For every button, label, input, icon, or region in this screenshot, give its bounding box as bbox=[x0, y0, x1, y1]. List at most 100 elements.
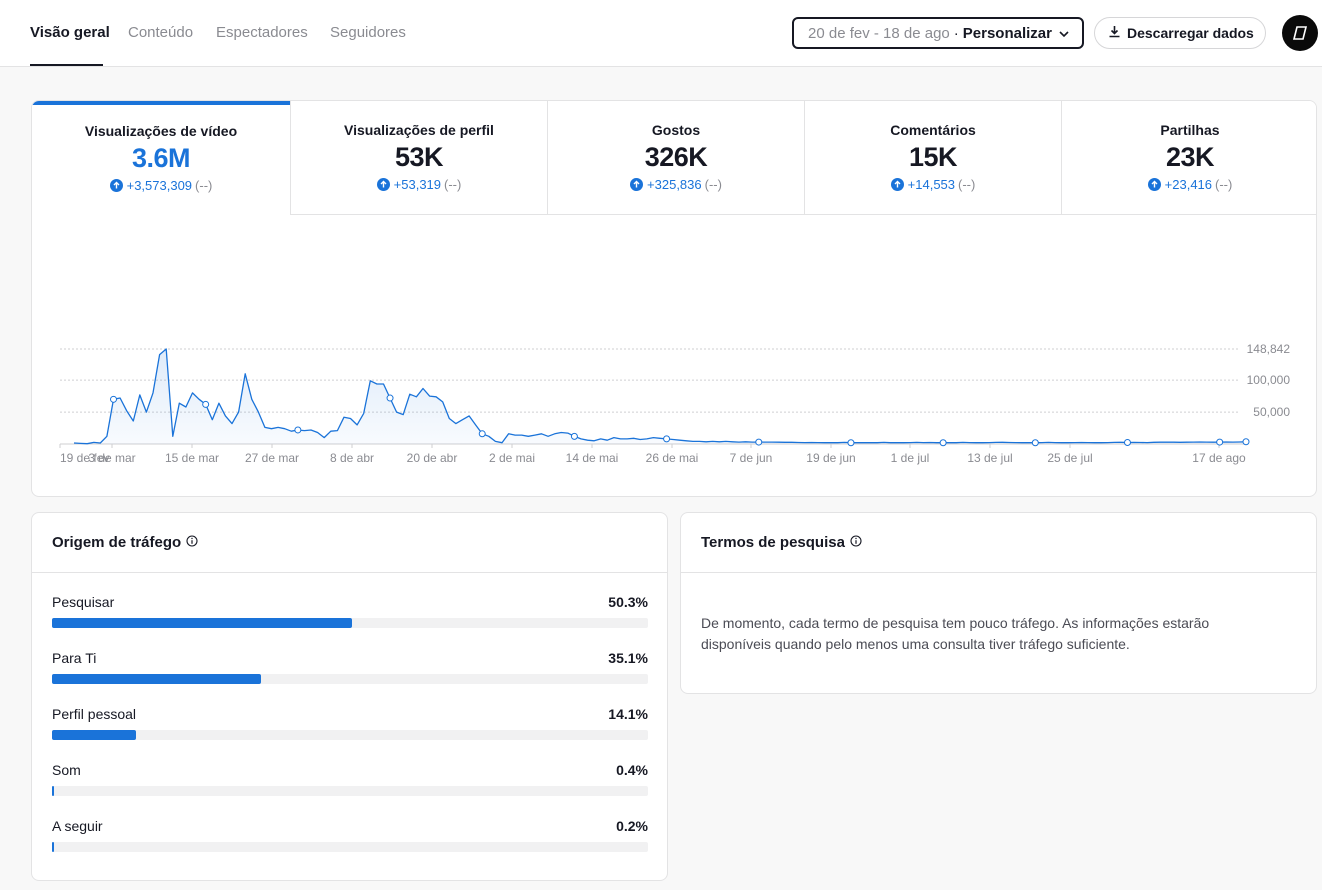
metric-delta-prev: (--) bbox=[704, 177, 722, 192]
top-nav: Visão geral Conteúdo Espectadores Seguid… bbox=[0, 0, 1322, 67]
tab-visao-geral[interactable]: Visão geral bbox=[30, 24, 110, 41]
metric-profile-views[interactable]: Visualizações de perfil 53K +53,319 (--) bbox=[290, 101, 547, 215]
metric-delta-value: +3,573,309 bbox=[126, 178, 193, 193]
metric-label: Gostos bbox=[651, 122, 701, 138]
date-custom-label: Personalizar bbox=[962, 24, 1052, 42]
traffic-source-bar-fill bbox=[52, 786, 55, 796]
date-separator: · bbox=[953, 24, 959, 42]
chart-x-tick-label: 3 de mar bbox=[88, 451, 135, 465]
chart-x-tick-label: 7 de jun bbox=[730, 451, 773, 465]
chart-x-tick-label: 1 de jul bbox=[891, 451, 930, 465]
active-tab-indicator bbox=[30, 64, 103, 66]
chart-x-tick-label: 19 de fev bbox=[60, 451, 109, 465]
chart-x-tick-label: 13 de jul bbox=[967, 451, 1012, 465]
metric-delta: +325,836 (--) bbox=[548, 177, 804, 192]
card-divider bbox=[681, 572, 1316, 573]
metric-label: Visualizações de perfil bbox=[344, 122, 494, 138]
search-terms-title: Termos de pesquisa bbox=[701, 534, 862, 551]
traffic-source-label: Pesquisar bbox=[52, 594, 115, 610]
metric-delta: +23,416 (--) bbox=[1062, 177, 1316, 192]
metric-delta-value: +23,416 bbox=[1164, 177, 1213, 192]
metric-likes[interactable]: Gostos 326K +325,836 (--) bbox=[547, 101, 804, 215]
metric-label: Comentários bbox=[890, 122, 976, 138]
metric-value: 23K bbox=[1165, 142, 1215, 172]
chevron-down-icon bbox=[1058, 27, 1070, 39]
chart-series-line bbox=[73, 348, 1247, 445]
arrow-up-icon bbox=[630, 178, 644, 191]
traffic-source-row: Pesquisar 50.3% bbox=[52, 594, 648, 628]
traffic-source-row: Perfil pessoal 14.1% bbox=[52, 706, 648, 740]
metric-delta-prev: (--) bbox=[1215, 177, 1233, 192]
metric-delta-value: +14,553 bbox=[907, 177, 956, 192]
chart-data-point bbox=[202, 400, 210, 408]
metric-value: 326K bbox=[644, 142, 708, 172]
download-label: Descarregar dados bbox=[1127, 25, 1254, 41]
traffic-source-bar-track bbox=[52, 786, 648, 796]
search-terms-title-text: Termos de pesquisa bbox=[701, 534, 845, 551]
chart-y-tick-label: 50,000 bbox=[1253, 405, 1290, 419]
tab-conteudo[interactable]: Conteúdo bbox=[128, 24, 194, 41]
chart-data-point bbox=[847, 439, 855, 447]
chart-data-point bbox=[570, 432, 578, 440]
metric-value: 15K bbox=[908, 142, 958, 172]
chart-data-point bbox=[478, 430, 486, 438]
search-terms-message: De momento, cada termo de pesquisa tem p… bbox=[701, 615, 1210, 652]
metric-delta-value: +53,319 bbox=[393, 177, 442, 192]
traffic-source-percent: 0.2% bbox=[616, 818, 648, 834]
chart-x-tick-label: 27 de mar bbox=[245, 451, 299, 465]
metric-value: 3.6M bbox=[131, 143, 191, 173]
traffic-source-bar-fill bbox=[52, 730, 137, 740]
traffic-source-percent: 0.4% bbox=[616, 762, 648, 778]
chart-x-tick-label: 26 de mai bbox=[646, 451, 699, 465]
date-range-selector[interactable]: 20 de fev - 18 de ago · Personalizar bbox=[792, 17, 1084, 49]
traffic-source-label: Som bbox=[52, 762, 81, 778]
traffic-source-bar-fill bbox=[52, 842, 54, 852]
metric-video-views[interactable]: Visualizações de vídeo 3.6M +3,573,309 (… bbox=[32, 101, 290, 215]
arrow-up-icon bbox=[890, 178, 904, 191]
metric-delta-prev: (--) bbox=[958, 177, 976, 192]
arrow-up-icon bbox=[109, 179, 123, 192]
chart-data-point bbox=[939, 439, 947, 447]
arrow-up-icon bbox=[376, 178, 390, 191]
date-range-text: 20 de fev - 18 de ago bbox=[808, 24, 950, 42]
metric-delta: +3,573,309 (--) bbox=[32, 178, 290, 193]
arrow-up-icon bbox=[1147, 178, 1161, 191]
chart-x-tick-label: 17 de ago bbox=[1192, 451, 1246, 465]
metric-delta-prev: (--) bbox=[195, 178, 213, 193]
avatar[interactable] bbox=[1282, 15, 1318, 51]
traffic-source-bar-fill bbox=[52, 618, 352, 628]
traffic-source-title-text: Origem de tráfego bbox=[52, 534, 182, 551]
traffic-source-bar-track bbox=[52, 674, 648, 684]
traffic-source-card: Origem de tráfego Pesquisar 50.3% Para Ti 3… bbox=[31, 512, 668, 881]
chart-x-tick-label: 20 de abr bbox=[407, 451, 458, 465]
traffic-source-row: Para Ti 35.1% bbox=[52, 650, 648, 684]
chart-data-point bbox=[386, 394, 394, 402]
search-terms-card: Termos de pesquisa De momento, cada term… bbox=[680, 512, 1317, 694]
metric-shares[interactable]: Partilhas 23K +23,416 (--) bbox=[1061, 101, 1316, 215]
card-divider bbox=[32, 572, 667, 573]
chart-y-tick-label: 148,842 bbox=[1247, 342, 1291, 356]
traffic-source-label: A seguir bbox=[52, 818, 103, 834]
tab-seguidores[interactable]: Seguidores bbox=[330, 24, 406, 41]
tab-espectadores[interactable]: Espectadores bbox=[216, 24, 308, 41]
info-icon[interactable] bbox=[850, 534, 862, 551]
metric-delta-prev: (--) bbox=[444, 177, 462, 192]
traffic-source-row: A seguir 0.2% bbox=[52, 818, 648, 852]
chart-data-point bbox=[294, 426, 302, 434]
metric-comments[interactable]: Comentários 15K +14,553 (--) bbox=[804, 101, 1061, 215]
traffic-source-label: Perfil pessoal bbox=[52, 706, 137, 722]
chart-x-tick-label: 2 de mai bbox=[489, 451, 535, 465]
chart-x-tick-label: 14 de mai bbox=[566, 451, 619, 465]
chart-data-point bbox=[755, 438, 763, 446]
info-icon[interactable] bbox=[186, 534, 198, 551]
traffic-source-percent: 14.1% bbox=[608, 706, 648, 722]
chart-data-point bbox=[663, 435, 671, 443]
traffic-source-title: Origem de tráfego bbox=[52, 534, 198, 551]
chart-x-tick-label: 15 de mar bbox=[165, 451, 219, 465]
chart-data-point bbox=[110, 395, 118, 403]
chart-y-tick-label: 100,000 bbox=[1247, 373, 1291, 387]
download-data-button[interactable]: Descarregar dados bbox=[1094, 17, 1266, 49]
metric-label: Partilhas bbox=[1160, 122, 1220, 138]
traffic-source-bar-track bbox=[52, 618, 648, 628]
